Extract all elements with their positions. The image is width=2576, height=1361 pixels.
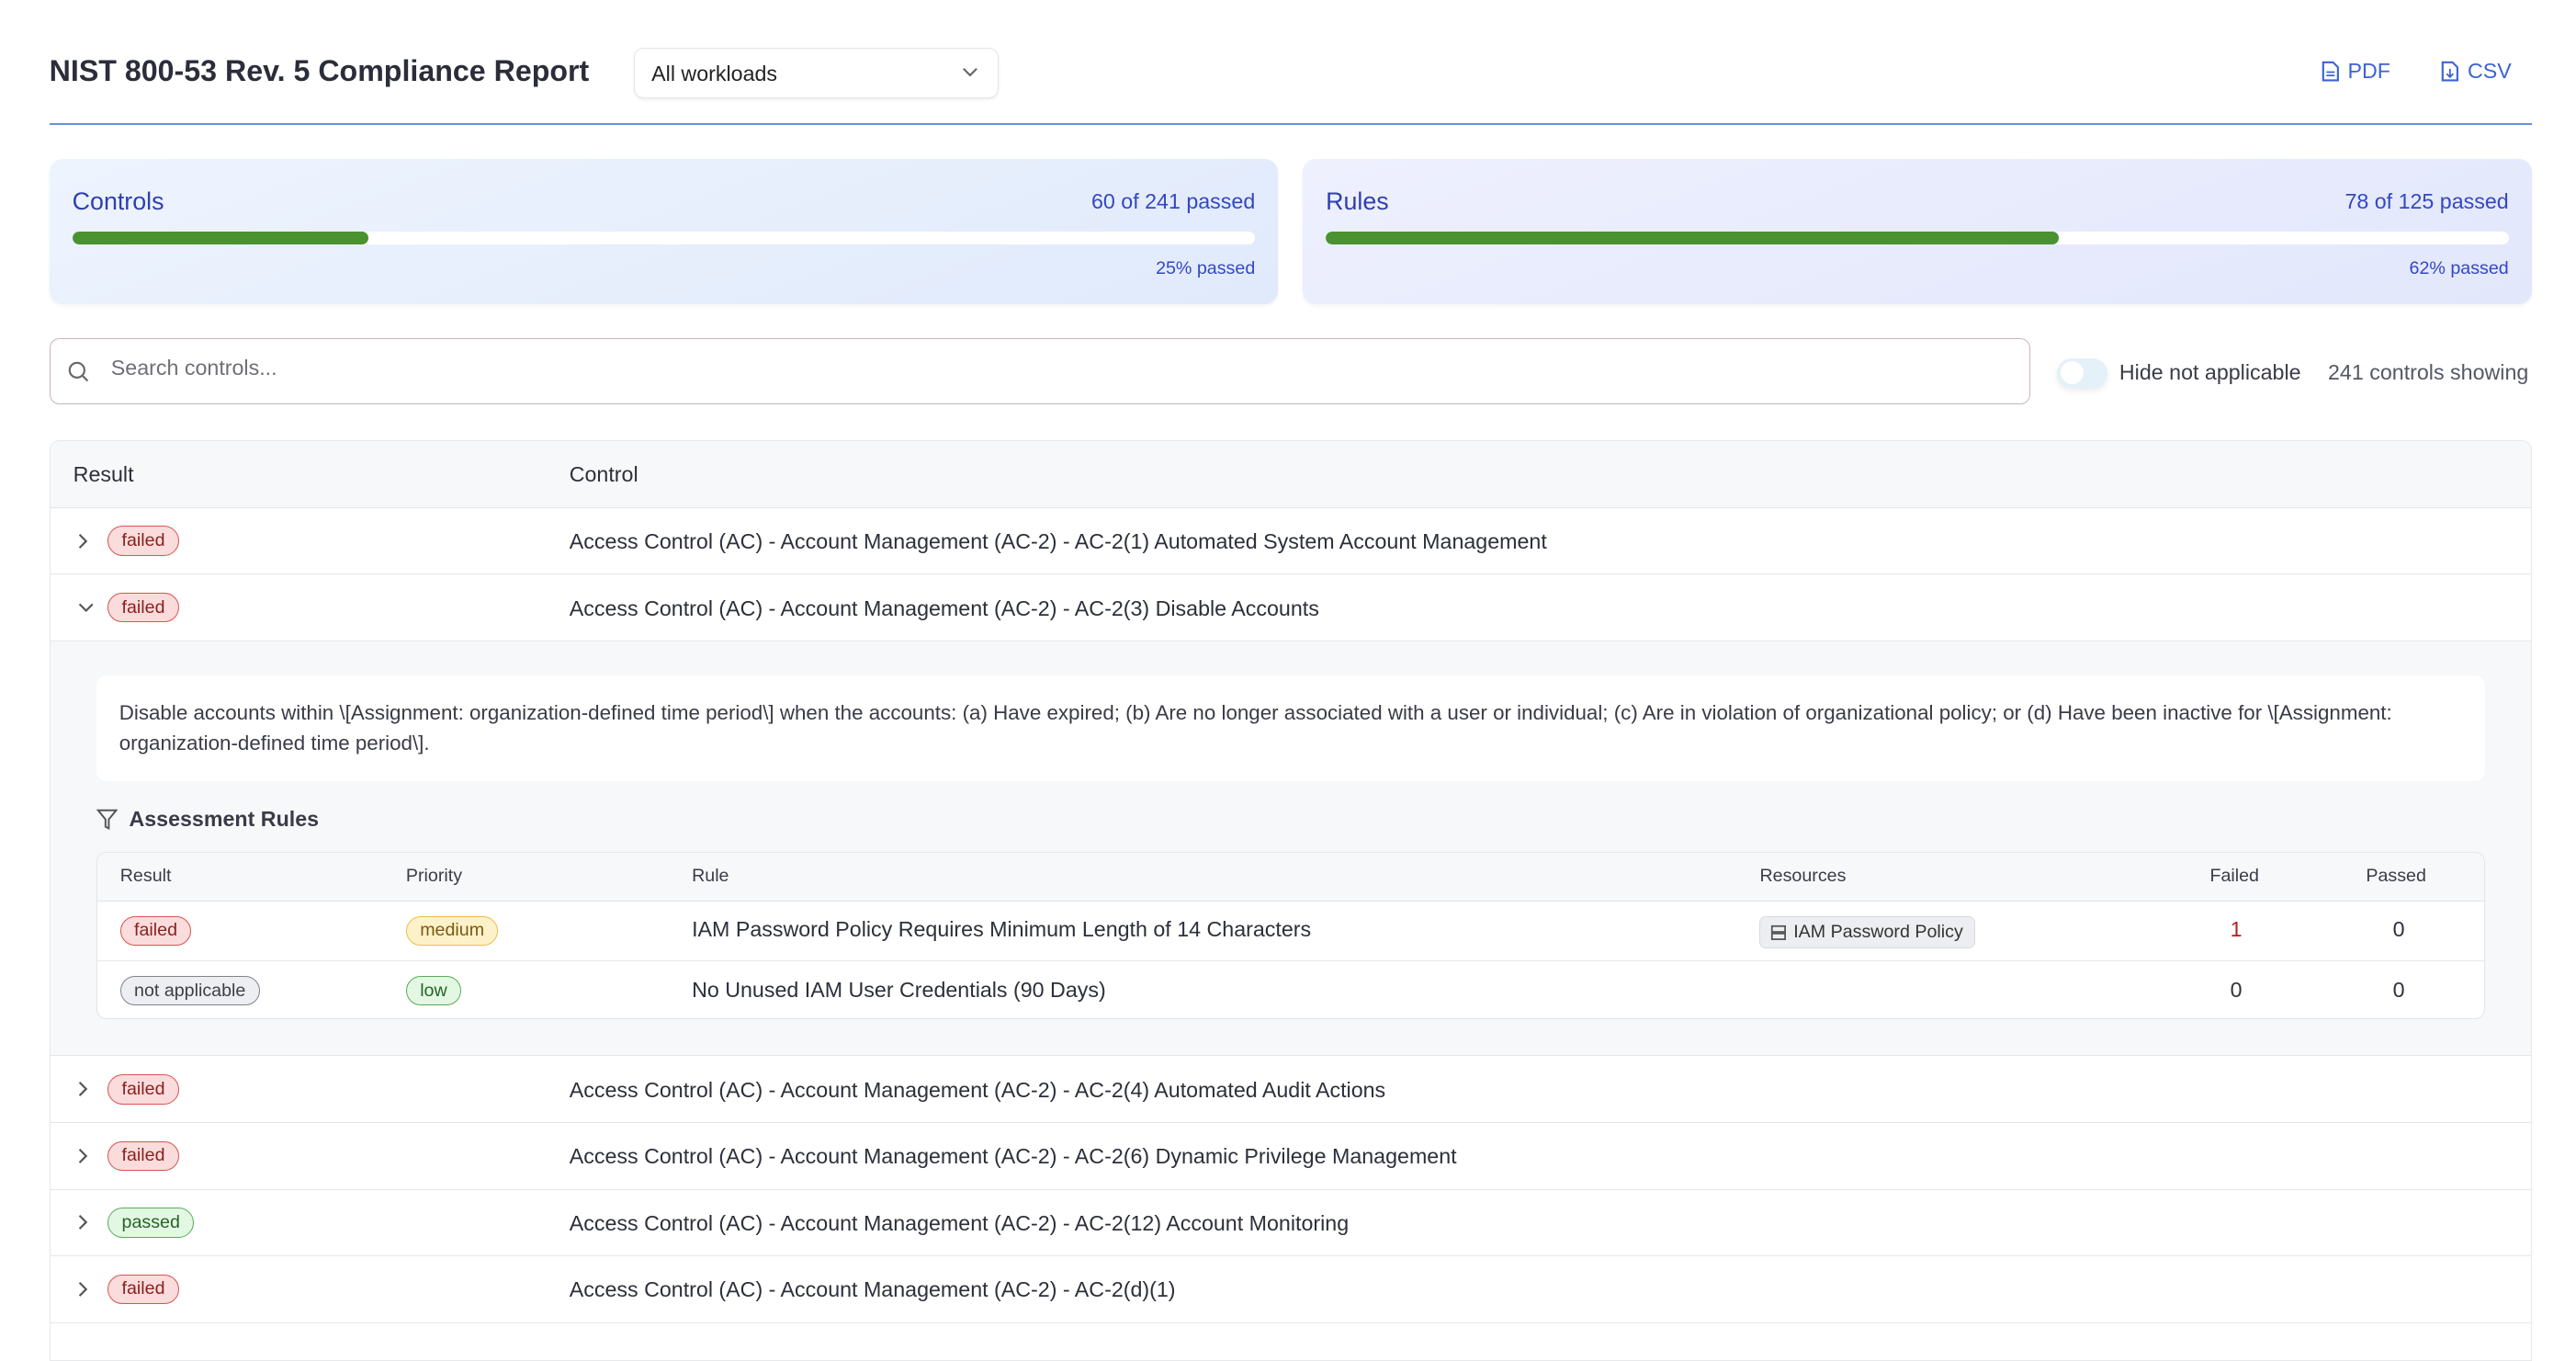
chevron-right-icon[interactable] [76,1214,89,1231]
filter-icon [96,810,118,831]
rules-header-passed: Passed [2366,866,2426,887]
rule-name: IAM Password Policy Requires Minimum Len… [692,917,1312,942]
controls-table: Result Control failed Access Control (AC… [49,440,2532,1361]
rules-progress-bar [1326,232,2509,245]
rule-result-badge: not applicable [119,976,260,1006]
rule-priority-badge: medium [405,915,499,947]
controls-showing-count: 241 controls showing [2328,359,2529,384]
result-badge: failed [107,1140,179,1172]
search-box [49,338,2031,404]
rule-passed-count: 0 [2392,917,2405,942]
rules-header-priority: Priority [405,866,463,887]
rules-header-failed: Failed [2209,866,2259,887]
control-name: Access Control (AC) - Account Management… [569,1277,1176,1302]
assessment-rules-title: Assessment Rules [129,807,320,832]
rule-priority-badge: low [405,976,461,1006]
header-divider [49,123,2532,125]
rules-title: Rules [1326,187,1389,215]
rule-result-badge: failed [119,915,192,947]
file-download-icon [2442,61,2459,82]
chevron-right-icon[interactable] [76,1148,89,1164]
control-name: Access Control (AC) - Account Management… [569,595,1319,620]
chevron-right-icon[interactable] [76,1281,89,1298]
controls-progress-bar [72,232,1256,245]
assessment-rules-table: Result Priority Rule Resources Failed Pa… [96,851,2485,1020]
toggle-knob [2060,361,2084,385]
rule-row[interactable]: failed medium IAM Password Policy Requir… [96,902,2484,961]
rules-header-resources: Resources [1759,866,1847,887]
rule-row[interactable]: not applicable low No Unused IAM User Cr… [97,961,2484,1018]
table-row[interactable]: passed Access Control (AC) - Account Man… [50,1190,2531,1257]
table-row[interactable]: failed Access Control (AC) - Account Man… [50,574,2531,641]
rules-header-rule: Rule [692,866,729,887]
csv-label: CSV [2468,59,2512,84]
rule-failed-count: 1 [2230,917,2243,942]
hide-not-applicable-label: Hide not applicable [2118,359,2301,384]
control-name: Access Control (AC) - Account Management… [569,529,1547,554]
page-title: NIST 800-53 Rev. 5 Compliance Report [49,54,590,87]
chevron-right-icon[interactable] [76,533,89,550]
assessment-rules-heading: Assessment Rules [96,807,319,832]
rules-header-result: Result [119,866,172,887]
search-icon [69,361,89,381]
rules-progress-fill [1326,232,2060,245]
table-row[interactable]: failed Access Control (AC) - Account Man… [50,1256,2531,1323]
rules-table-header: Result Priority Rule Resources Failed Pa… [96,852,2484,902]
rule-failed-count: 0 [2230,977,2243,1002]
controls-count: 60 of 241 passed [1090,188,1256,213]
pdf-label: PDF [2347,59,2390,84]
control-description: Disable accounts within \[Assignment: or… [96,675,2485,781]
workload-select-value: All workloads [651,62,778,86]
rule-passed-count: 0 [2392,977,2405,1002]
chevron-right-icon[interactable] [76,1081,89,1097]
controls-percent: 25% passed [1156,257,1256,278]
control-details: Disable accounts within \[Assignment: or… [50,641,2531,1057]
result-badge: failed [107,592,179,623]
rules-count: 78 of 125 passed [2344,188,2509,213]
resource-name: IAM Password Policy [1793,922,1963,943]
hide-not-applicable-toggle[interactable] [2056,357,2108,389]
export-pdf-button[interactable]: PDF [2322,59,2390,84]
file-text-icon [2322,61,2339,82]
controls-progress-fill [72,232,368,245]
result-badge: passed [107,1208,195,1238]
chevron-down-icon [962,67,977,76]
control-name: Access Control (AC) - Account Management… [569,1210,1350,1235]
rules-summary-card: Rules 78 of 125 passed 62% passed [1303,159,2532,304]
control-name: Access Control (AC) - Account Management… [569,1077,1386,1102]
table-header: Result Control [50,441,2531,508]
rule-name: No Unused IAM User Credentials (90 Days) [692,977,1106,1002]
chevron-down-icon[interactable] [76,599,94,616]
control-name: Access Control (AC) - Account Management… [569,1144,1457,1169]
header-control: Control [569,462,638,487]
result-badge: failed [107,1274,179,1305]
result-badge: failed [107,526,179,556]
table-row[interactable]: failed Access Control (AC) - Account Man… [50,1056,2531,1124]
result-badge: failed [107,1074,179,1105]
table-row[interactable]: failed Access Control (AC) - Account Man… [50,508,2531,575]
controls-title: Controls [72,187,164,215]
header-result: Result [73,462,134,487]
controls-summary-card: Controls 60 of 241 passed 25% passed [49,159,1279,304]
export-csv-button[interactable]: CSV [2441,59,2512,84]
table-row[interactable]: failed Access Control (AC) - Account Man… [50,1123,2531,1190]
resource-chip[interactable]: IAM Password Policy [1759,915,1976,949]
server-icon [1771,924,1787,940]
workload-select[interactable]: All workloads [634,47,1000,99]
rules-percent: 62% passed [2409,257,2509,278]
search-input[interactable] [107,354,1922,383]
